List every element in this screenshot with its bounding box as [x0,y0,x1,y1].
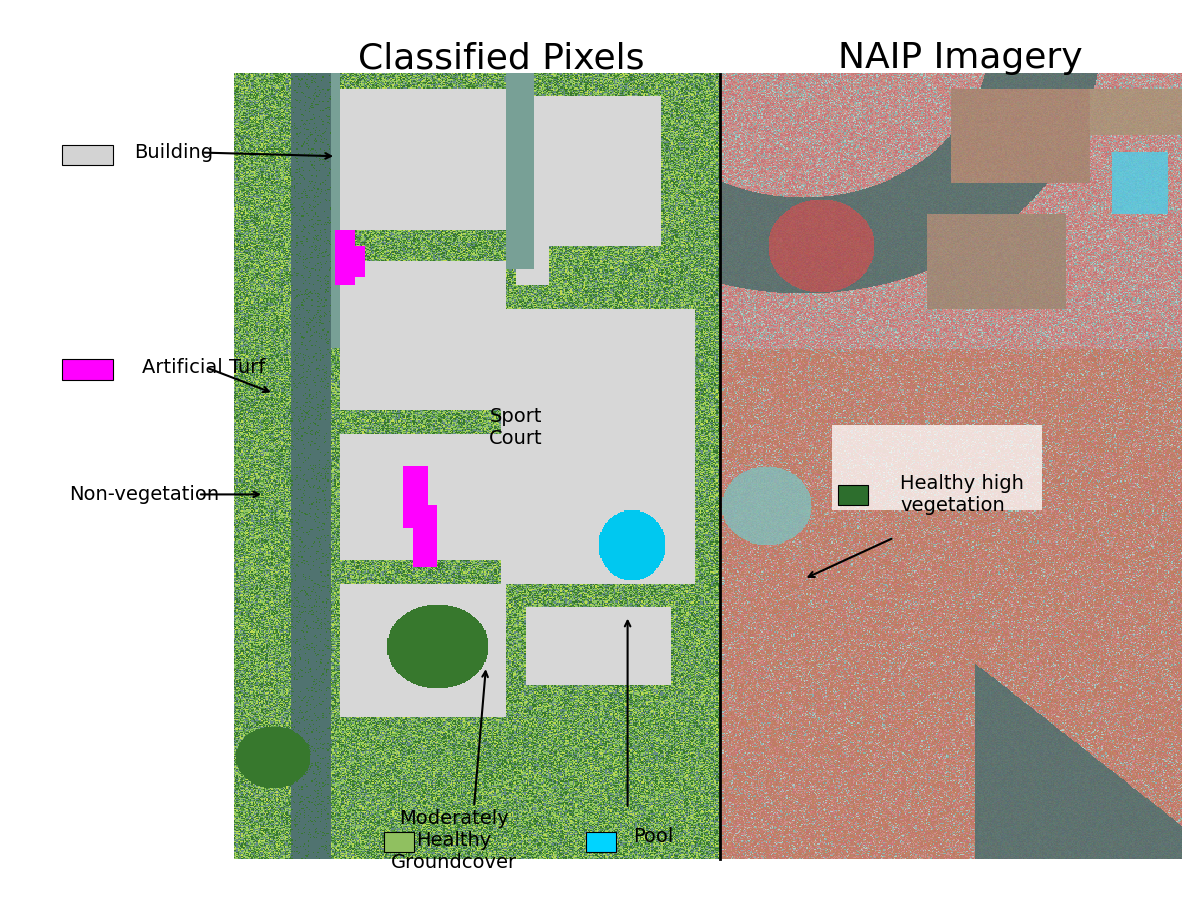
Text: Pool: Pool [634,827,674,845]
Bar [586,832,616,852]
Text: Artificial Turf: Artificial Turf [142,358,265,377]
Text: Healthy high
vegetation: Healthy high vegetation [900,474,1024,515]
Text: Sport
Court: Sport Court [490,407,542,448]
Text: Non-vegetation: Non-vegetation [70,485,220,504]
Bar [832,425,1042,510]
Bar [384,832,414,852]
Bar [838,485,868,505]
Text: NAIP Imagery: NAIP Imagery [838,41,1082,75]
Text: Building: Building [134,143,214,162]
Text: Classified Pixels: Classified Pixels [359,41,644,75]
Bar [62,359,113,380]
Text: Moderately
Healthy
Groundcover: Moderately Healthy Groundcover [390,810,517,872]
Bar [62,145,113,165]
